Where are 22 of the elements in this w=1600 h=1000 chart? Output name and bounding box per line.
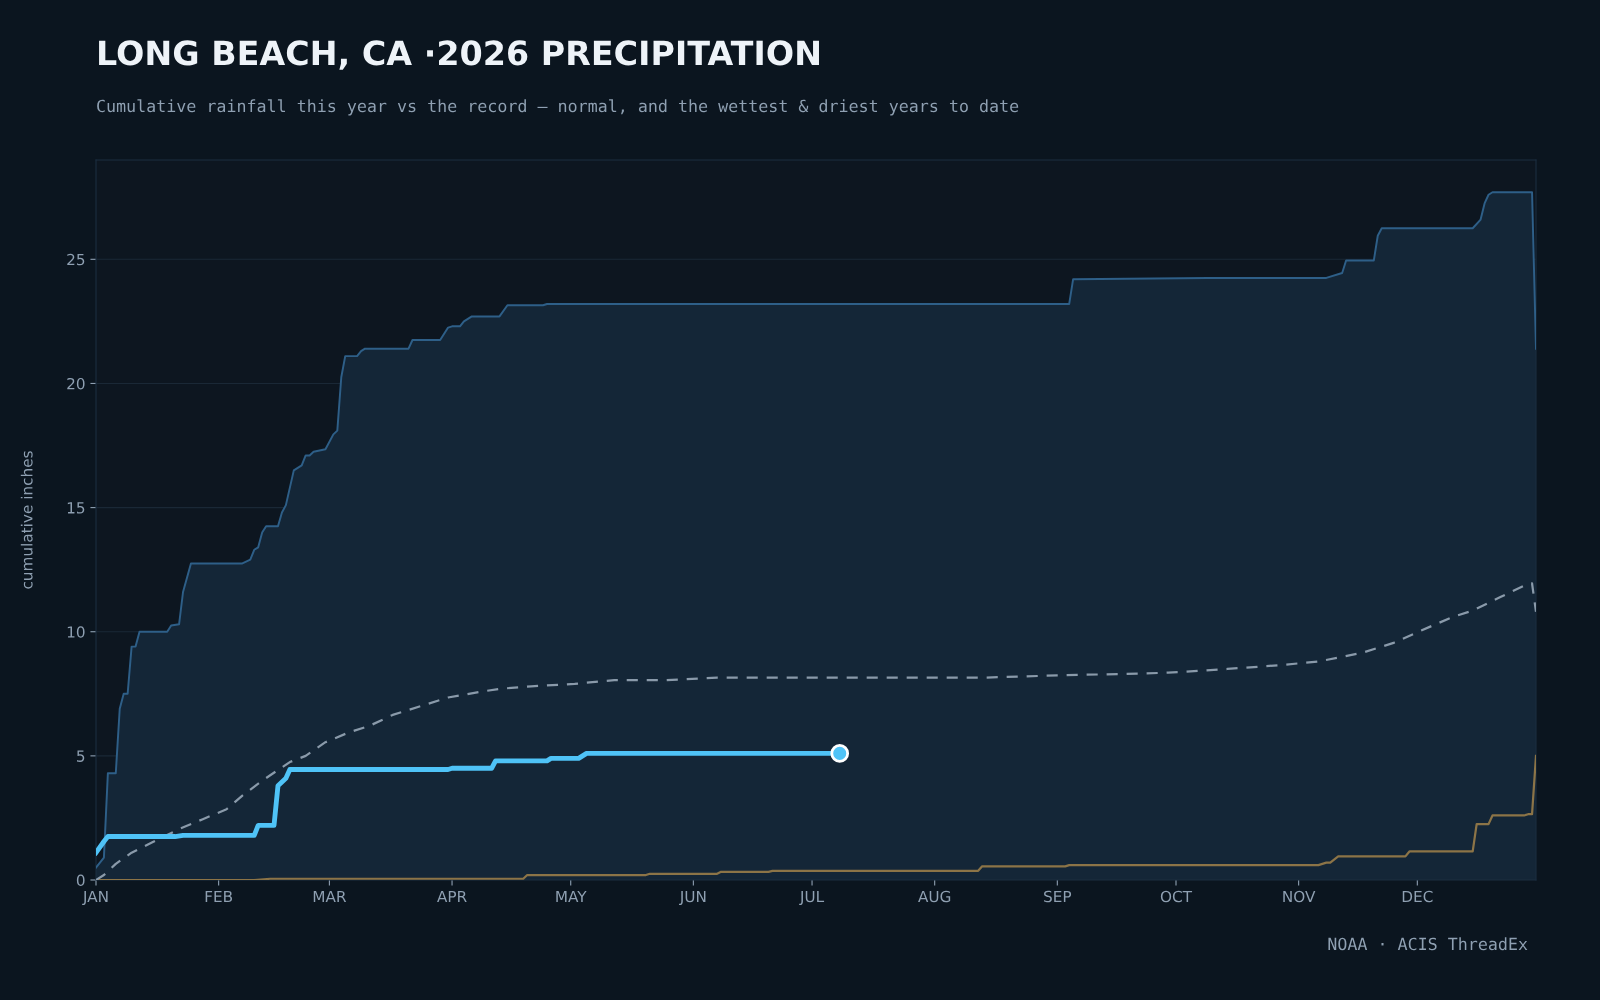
y-axis-title: cumulative inches bbox=[20, 451, 33, 589]
x-tick-label: DEC bbox=[1402, 890, 1433, 903]
y-tick-label: 10 bbox=[67, 626, 85, 638]
x-tick-label: SEP bbox=[1044, 890, 1072, 903]
y-tick-label: 25 bbox=[67, 253, 85, 266]
x-tick-label: JUN bbox=[679, 890, 706, 906]
y-tick-label: 0 bbox=[76, 874, 85, 887]
x-tick-label: MAR bbox=[313, 890, 347, 903]
x-tick-label: OCT bbox=[1160, 890, 1193, 903]
chart-subtitle: Cumulative rainfall this year vs the record — normal, and the wettest & driest years to date bbox=[97, 99, 1019, 116]
x-tick-label: AUG bbox=[918, 890, 951, 903]
y-tick-label: 20 bbox=[67, 377, 85, 390]
x-tick-label: NOV bbox=[1283, 890, 1316, 903]
y-tick-label: 5 bbox=[77, 750, 85, 762]
x-tick-label: MAY bbox=[556, 890, 587, 903]
x-tick-label: JAN bbox=[82, 890, 108, 906]
chart-title: LONG BEACH, CA ·2026 PRECIPITATION bbox=[99, 40, 819, 70]
x-tick-label: FEB bbox=[205, 890, 233, 903]
x-tick-label: APR bbox=[437, 890, 467, 903]
y-tick-label: 15 bbox=[67, 502, 85, 514]
x-tick-label: JUL bbox=[799, 890, 825, 906]
text: NOAA · ACIS ThreadEx bbox=[1328, 937, 1528, 951]
